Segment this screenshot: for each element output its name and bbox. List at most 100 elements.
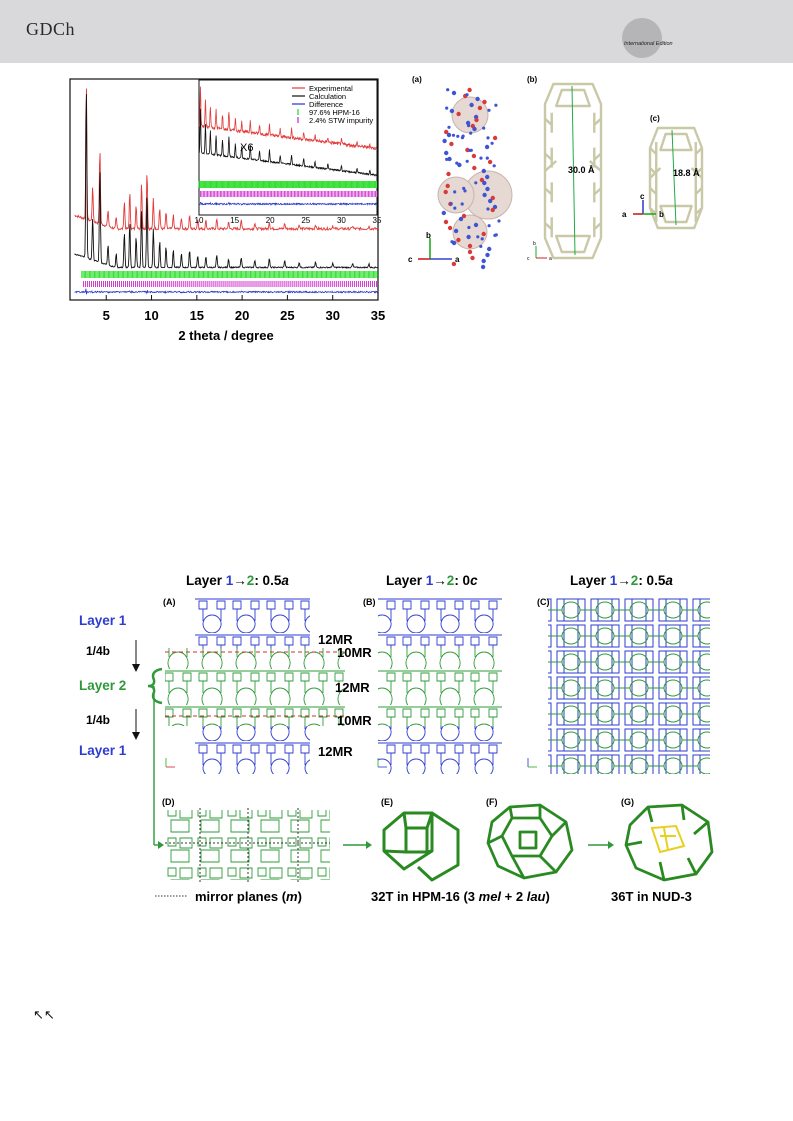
framework-atom [470,255,475,261]
framework-atom [443,189,448,195]
framework-atom [471,153,477,159]
framework-atom [447,125,451,129]
cage-edge [550,217,596,238]
framework-atom [467,124,471,128]
cage-edge [649,187,703,195]
framework-atom [446,171,451,177]
framework-atom [446,88,450,92]
axes-b: b c a [527,241,552,262]
framework-atom [474,117,479,123]
inset-experimental-trace [198,86,377,150]
panel-B-layer2 [378,648,502,726]
framework-atom [482,192,487,198]
framework-atom [469,131,473,135]
framework-atom [456,134,460,138]
back-to-top-icon[interactable]: ↖↖ [33,1008,55,1023]
axis-c-label-b: c [527,256,530,262]
framework-atom [479,177,485,183]
framework-atom [476,235,480,239]
axes-a: b c a [408,231,460,264]
framework-atom [461,213,467,219]
framework-atom [479,244,483,248]
main-x-axis: 5 10 15 20 25 30 35 [103,295,385,323]
framework-atom [460,202,464,206]
framework-atom [492,204,498,210]
framework-atom [475,96,480,102]
framework-atom [482,99,487,105]
framework-atom [455,161,459,165]
panel-A-layer1-bottom [195,726,310,774]
framework-atom [453,206,457,210]
framework-atom [442,138,447,144]
panel-B-layer1-top [378,597,502,649]
x-tick-label-10: 10 [144,308,158,323]
caption-32t: 32T in HPM-16 (3 mel + 2 lau) [371,889,550,904]
figure-1: 10 15 20 25 30 35 X6 Experimental Calculation… [69,75,704,343]
cage-G-highlight [650,824,686,854]
cage-b [543,82,603,260]
legend-hpm16: 97.6% HPM-16 [309,108,360,117]
panel-D-label: (D) [162,797,175,807]
framework-atom [449,141,454,147]
x-tick-label-25: 25 [280,308,294,323]
cage-edge [543,82,603,260]
cage-c [648,126,704,230]
inset-tick-label-25: 25 [301,216,310,225]
ring-label-10mr-bottom: 10MR [337,713,372,728]
framework-atom [456,111,461,117]
layer1-top-label: Layer 1 [79,613,127,628]
framework-atom [458,216,464,222]
framework-atom [490,141,494,145]
framework-atom [477,105,483,111]
framework-atom [451,133,456,137]
cage-edge [659,204,693,224]
axis-c-label: c [408,255,413,264]
calculation-trace [74,94,378,269]
figure-2: Layer 1→2: 0.5a Layer 1→2: 0c Layer 1→2:… [79,573,714,904]
framework-atom [447,225,453,231]
x-tick-label-15: 15 [190,308,204,323]
cage-edge [550,112,596,133]
cage-edge [555,234,591,254]
cage-b-dimension: 30.0 Å [568,165,595,175]
framework-atom [492,135,498,141]
framework-atom [451,261,457,267]
framework-atom [443,219,449,225]
framework-atom [465,93,469,97]
panel-B-label: (B) [363,597,376,607]
framework-atom [486,207,490,211]
framework-atom [465,120,471,126]
cage-edge [655,142,697,162]
inset-calculation-trace [199,108,377,177]
inset-tick-label-30: 30 [337,216,346,225]
framework-atom [450,240,454,244]
panel-a-label: (a) [412,75,422,84]
axis-a-label-c: a [622,210,627,219]
axes-c: c a b [622,192,664,219]
inset-tick-label-10: 10 [195,216,204,225]
panel-c-label: (c) [650,114,660,123]
framework-atom [449,108,455,114]
ring-label-12mr-top: 12MR [318,632,353,647]
axis-b-label: b [426,231,431,240]
framework-atom [446,132,452,138]
legend-stw: 2.4% STW impurity [309,116,373,125]
cage-E-32t [382,811,460,882]
cage-edge [649,207,703,215]
layer2-brace [147,667,163,705]
framework-atom [465,159,469,163]
cage-edge [544,222,602,231]
inset-tick-label-15: 15 [230,216,239,225]
framework-atom [481,258,486,264]
framework-atom [487,108,491,112]
axis-a-label-b: a [549,256,552,262]
framework-atom [480,264,486,270]
framework-atom [490,207,495,213]
framework-atom [467,87,472,93]
cage-edge [649,167,703,179]
framework-atom [490,195,495,201]
axis-b-label-b: b [533,241,536,247]
framework-structure-a [437,87,513,270]
cage-edge [648,126,704,230]
framework-atom [466,234,471,240]
